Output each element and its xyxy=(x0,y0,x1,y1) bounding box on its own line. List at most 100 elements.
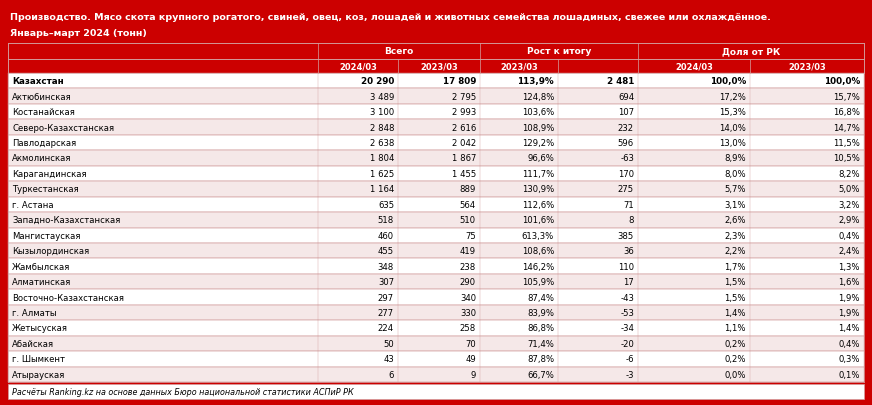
Text: 258: 258 xyxy=(460,324,476,333)
Text: 100,0%: 100,0% xyxy=(824,77,860,86)
Text: 3,2%: 3,2% xyxy=(839,200,860,209)
Text: 290: 290 xyxy=(460,277,476,286)
Text: Актюбинская: Актюбинская xyxy=(12,92,72,101)
Text: 889: 889 xyxy=(460,185,476,194)
Text: 2,9%: 2,9% xyxy=(839,216,860,225)
Text: 2 993: 2 993 xyxy=(452,108,476,117)
Text: 15,7%: 15,7% xyxy=(833,92,860,101)
Text: 1,5%: 1,5% xyxy=(725,277,746,286)
Text: 2024/03: 2024/03 xyxy=(339,62,377,71)
Text: 20 290: 20 290 xyxy=(361,77,394,86)
Text: Казахстан: Казахстан xyxy=(12,77,64,86)
Text: 2023/03: 2023/03 xyxy=(420,62,458,71)
Text: Западно-Казахстанская: Западно-Казахстанская xyxy=(12,216,120,225)
Text: Туркестанская: Туркестанская xyxy=(12,185,78,194)
Text: Атырауская: Атырауская xyxy=(12,370,65,379)
Text: 10,5%: 10,5% xyxy=(833,154,860,163)
Text: 307: 307 xyxy=(378,277,394,286)
Text: 3,1%: 3,1% xyxy=(725,200,746,209)
Text: 1 164: 1 164 xyxy=(370,185,394,194)
Text: 100,0%: 100,0% xyxy=(710,77,746,86)
Text: -63: -63 xyxy=(620,154,634,163)
Text: 8,9%: 8,9% xyxy=(725,154,746,163)
Text: -53: -53 xyxy=(620,308,634,317)
Text: 419: 419 xyxy=(460,247,476,256)
Text: 1,7%: 1,7% xyxy=(725,262,746,271)
Text: -43: -43 xyxy=(620,293,634,302)
Text: -3: -3 xyxy=(625,370,634,379)
Bar xyxy=(8,44,864,60)
Text: 564: 564 xyxy=(460,200,476,209)
Bar xyxy=(8,274,864,290)
Text: 1,6%: 1,6% xyxy=(839,277,860,286)
Text: Производство. Мясо скота крупного рогатого, свиней, овец, коз, лошадей и животны: Производство. Мясо скота крупного рогато… xyxy=(10,13,771,22)
Text: 2,3%: 2,3% xyxy=(725,231,746,240)
Text: г. Алматы: г. Алматы xyxy=(12,308,57,317)
Text: 86,8%: 86,8% xyxy=(527,324,554,333)
Text: 460: 460 xyxy=(378,231,394,240)
Bar xyxy=(8,60,864,74)
Text: 2023/03: 2023/03 xyxy=(501,62,538,71)
Text: Расчёты Ranking.kz на основе данных Бюро национальной статистики АСПиР РК: Расчёты Ranking.kz на основе данных Бюро… xyxy=(12,387,354,396)
Text: 2 481: 2 481 xyxy=(607,77,634,86)
Text: 0,3%: 0,3% xyxy=(839,354,860,363)
Text: 49: 49 xyxy=(466,354,476,363)
Text: 1,4%: 1,4% xyxy=(839,324,860,333)
Bar xyxy=(8,89,864,104)
Bar xyxy=(8,290,864,305)
Text: 0,4%: 0,4% xyxy=(839,231,860,240)
Text: 13,0%: 13,0% xyxy=(719,139,746,148)
Text: 1 804: 1 804 xyxy=(370,154,394,163)
Bar xyxy=(8,305,864,320)
Bar xyxy=(8,151,864,166)
Bar xyxy=(8,213,864,228)
Text: 694: 694 xyxy=(618,92,634,101)
Text: 113,9%: 113,9% xyxy=(517,77,554,86)
Text: 146,2%: 146,2% xyxy=(521,262,554,271)
Text: г. Астана: г. Астана xyxy=(12,200,53,209)
Text: 2 042: 2 042 xyxy=(452,139,476,148)
Text: Абайская: Абайская xyxy=(12,339,54,348)
Text: 330: 330 xyxy=(460,308,476,317)
Text: Карагандинская: Карагандинская xyxy=(12,170,86,179)
Text: 1 455: 1 455 xyxy=(452,170,476,179)
Text: 3 489: 3 489 xyxy=(370,92,394,101)
Text: 6: 6 xyxy=(389,370,394,379)
Bar xyxy=(8,336,864,351)
Text: 2,4%: 2,4% xyxy=(839,247,860,256)
Bar xyxy=(8,384,864,399)
Bar xyxy=(8,182,864,197)
Text: Январь–март 2024 (тонн): Январь–март 2024 (тонн) xyxy=(10,29,146,38)
Text: 14,7%: 14,7% xyxy=(833,123,860,132)
Text: г. Шымкент: г. Шымкент xyxy=(12,354,65,363)
Text: Мангистауская: Мангистауская xyxy=(12,231,80,240)
Bar xyxy=(8,259,864,274)
Text: Всего: Всего xyxy=(385,47,413,56)
Text: 1,5%: 1,5% xyxy=(725,293,746,302)
Text: Павлодарская: Павлодарская xyxy=(12,139,76,148)
Text: 5,0%: 5,0% xyxy=(839,185,860,194)
Text: 8: 8 xyxy=(629,216,634,225)
Bar xyxy=(8,367,864,382)
Text: 277: 277 xyxy=(378,308,394,317)
Text: Рост к итогу: Рост к итогу xyxy=(527,47,591,56)
Bar xyxy=(8,320,864,336)
Text: 108,6%: 108,6% xyxy=(521,247,554,256)
Text: Акмолинская: Акмолинская xyxy=(12,154,72,163)
Text: -20: -20 xyxy=(620,339,634,348)
Bar xyxy=(8,104,864,120)
Text: 0,2%: 0,2% xyxy=(725,354,746,363)
Text: 1,4%: 1,4% xyxy=(725,308,746,317)
Text: Доля от РК: Доля от РК xyxy=(722,47,780,56)
Text: 2 616: 2 616 xyxy=(452,123,476,132)
Text: 2 848: 2 848 xyxy=(370,123,394,132)
Text: 224: 224 xyxy=(378,324,394,333)
Text: 83,9%: 83,9% xyxy=(527,308,554,317)
Text: 112,6%: 112,6% xyxy=(521,200,554,209)
Text: 385: 385 xyxy=(617,231,634,240)
Text: 170: 170 xyxy=(618,170,634,179)
Text: 1 867: 1 867 xyxy=(452,154,476,163)
Text: 238: 238 xyxy=(460,262,476,271)
Text: 75: 75 xyxy=(466,231,476,240)
Text: 340: 340 xyxy=(460,293,476,302)
